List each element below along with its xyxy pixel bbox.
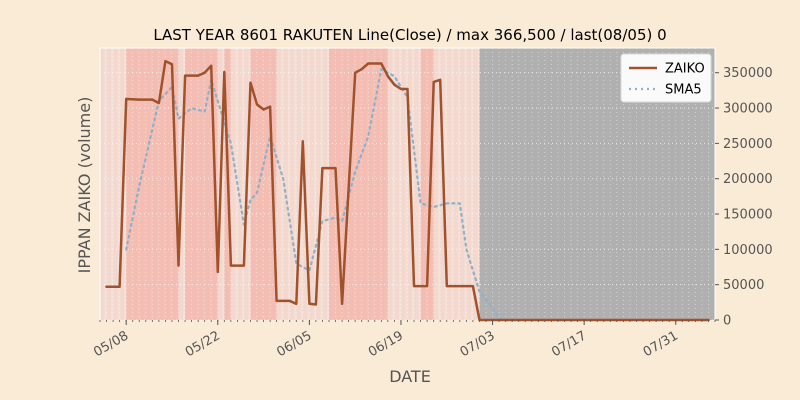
y-tick-label: 100000 — [723, 243, 773, 258]
plot-area: 0 50000 100000 150000 200000 250000 300000 3500… — [91, 47, 773, 360]
day-stripe — [394, 48, 399, 320]
series-line-sma5 — [125, 68, 710, 322]
legend-label-sma5: SMA5 — [665, 83, 702, 98]
legend: ZAIKO SMA5 — [620, 53, 712, 103]
x-tick-label: 06/05 — [274, 328, 314, 360]
highlight-band — [420, 48, 434, 320]
x-tick-label: 05/08 — [91, 328, 131, 360]
y-tick-label: 300000 — [723, 102, 773, 117]
x-tick-label: 07/31 — [641, 328, 681, 360]
day-stripe — [315, 48, 321, 320]
y-tick-label: 0 — [723, 314, 731, 329]
x-tick-label: 07/03 — [458, 328, 498, 360]
day-stripe — [276, 48, 282, 320]
day-stripe — [283, 48, 288, 320]
day-stripe — [453, 48, 458, 320]
series-line-zaiko — [105, 59, 710, 322]
y-tick-label: 200000 — [723, 172, 773, 187]
y-tick-label: 350000 — [723, 66, 773, 81]
y-tick-label: 150000 — [723, 208, 773, 223]
day-stripe — [387, 48, 393, 320]
y-tick-label: 50000 — [723, 278, 764, 293]
day-stripe — [400, 48, 406, 320]
highlight-band — [328, 48, 388, 320]
x-tick-label: 07/17 — [549, 328, 589, 360]
day-stripe — [100, 48, 105, 320]
day-stripe — [309, 48, 314, 320]
day-stripe — [230, 48, 236, 320]
y-tick-label: 250000 — [723, 137, 773, 152]
day-stripe — [414, 48, 419, 320]
x-tick-label: 05/22 — [183, 328, 223, 360]
day-stripe — [466, 48, 471, 320]
day-stripe — [433, 48, 439, 320]
day-stripe — [106, 48, 112, 320]
day-stripe — [446, 48, 452, 320]
day-stripe — [113, 48, 118, 320]
x-tick-label: 06/19 — [366, 328, 406, 360]
day-stripe — [322, 48, 327, 320]
y-axis-title: IPPAN ZAIKO (volume) — [75, 97, 94, 274]
legend-label-zaiko: ZAIKO — [665, 62, 705, 77]
legend-box — [620, 53, 712, 103]
day-stripe — [459, 48, 465, 320]
x-axis-title: DATE — [389, 367, 431, 386]
day-stripe — [237, 48, 242, 320]
day-stripe — [472, 48, 478, 320]
highlight-band — [126, 48, 179, 320]
day-stripe — [289, 48, 295, 320]
day-stripe — [296, 48, 301, 320]
day-stripe — [119, 48, 125, 320]
chart-title: LAST YEAR 8601 RAKUTEN Line(Close) / max… — [153, 26, 666, 44]
